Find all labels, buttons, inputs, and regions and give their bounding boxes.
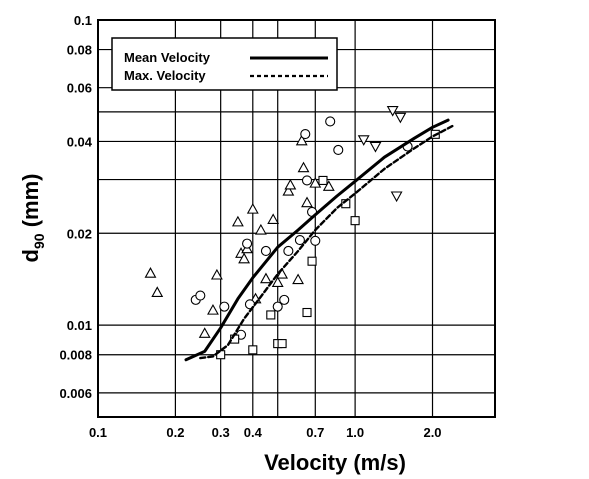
- circle-marker: [325, 116, 336, 127]
- x-tick-label: 2.0: [423, 425, 441, 440]
- square-marker: [318, 175, 328, 185]
- x-tick-labels: 0.1 0.2 0.3 0.4 0.7 1.0 2.0: [89, 425, 442, 440]
- legend-box: [111, 37, 338, 91]
- x-tick-label: 0.1: [89, 425, 107, 440]
- triangle-marker: [260, 272, 272, 284]
- triangle-marker: [309, 177, 322, 188]
- triangle-marker: [284, 178, 297, 190]
- legend-label-max: Max. Velocity: [124, 68, 206, 83]
- square-marker: [266, 310, 276, 320]
- x-tick-label: 0.7: [306, 425, 324, 440]
- circle-marker: [310, 235, 321, 246]
- circle-marker: [272, 301, 283, 312]
- circle-marker: [279, 294, 290, 305]
- y-axis-title-main: d: [18, 249, 43, 262]
- y-axis-title: d90 (mm): [18, 174, 47, 263]
- square-marker: [307, 256, 317, 266]
- square-marker: [248, 345, 258, 355]
- triangle-marker: [322, 180, 335, 191]
- y-axis-title-subscript: 90: [31, 233, 47, 249]
- legend-label-mean: Mean Velocity: [124, 50, 211, 65]
- circle-marker: [260, 245, 271, 257]
- triangle-marker: [238, 252, 251, 264]
- legend: Mean Velocity Max. Velocity: [111, 37, 338, 91]
- y-tick-label: 0.08: [67, 43, 92, 58]
- inverted-triangle-marker: [394, 112, 407, 124]
- max-velocity-curve: [199, 124, 455, 360]
- inverted-triangle-marker: [357, 135, 370, 146]
- mean-velocity-curve: [184, 118, 450, 362]
- inverted-triangle-marker: [369, 141, 382, 153]
- inverted-triangle-marker: [390, 191, 403, 203]
- triangle-marker: [282, 184, 295, 196]
- triangle-marker: [210, 268, 223, 280]
- circle-marker: [333, 144, 344, 156]
- x-tick-label: 0.3: [212, 425, 230, 440]
- y-axis-title-unit: (mm): [18, 174, 43, 234]
- inverted-triangle-marker: [386, 105, 399, 117]
- triangle-marker: [301, 196, 313, 208]
- y-tick-label: 0.01: [67, 318, 92, 333]
- triangle-marker: [246, 202, 259, 214]
- triangle-marker: [297, 161, 310, 173]
- x-tick-label: 0.2: [166, 425, 184, 440]
- triangle-marker: [267, 213, 280, 225]
- x-tick-label: 0.4: [244, 425, 263, 440]
- circle-marker: [301, 175, 313, 186]
- triangle-marker: [231, 215, 244, 227]
- circle-marker: [219, 301, 230, 312]
- y-tick-label: 0.06: [67, 81, 92, 96]
- circle-marker: [242, 238, 253, 249]
- circle-marker: [195, 290, 206, 301]
- triangle-marker: [271, 276, 284, 288]
- triangle-marker: [292, 273, 305, 285]
- y-tick-label: 0.008: [59, 348, 92, 363]
- square-marker: [277, 339, 287, 349]
- data-markers: [144, 105, 440, 360]
- y-tick-label: 0.1: [74, 13, 92, 28]
- y-tick-labels: 0.006 0.008 0.01 0.02 0.04 0.06 0.08 0.1: [59, 13, 92, 401]
- square-marker: [350, 216, 360, 226]
- triangle-marker: [198, 327, 211, 338]
- circle-marker: [294, 235, 305, 246]
- series-lines: [184, 118, 455, 362]
- x-axis-title: Velocity (m/s): [264, 450, 406, 475]
- triangle-marker: [144, 267, 157, 278]
- triangle-marker: [254, 223, 267, 235]
- y-tick-label: 0.04: [67, 134, 93, 149]
- triangle-marker: [151, 286, 164, 297]
- y-tick-label: 0.02: [67, 226, 92, 241]
- y-tick-label: 0.006: [59, 386, 92, 401]
- x-tick-label: 1.0: [346, 425, 364, 440]
- circle-marker: [300, 128, 311, 140]
- triangle-marker: [207, 303, 219, 315]
- circle-marker: [283, 245, 294, 257]
- square-marker: [302, 307, 312, 318]
- triangle-marker: [295, 134, 308, 146]
